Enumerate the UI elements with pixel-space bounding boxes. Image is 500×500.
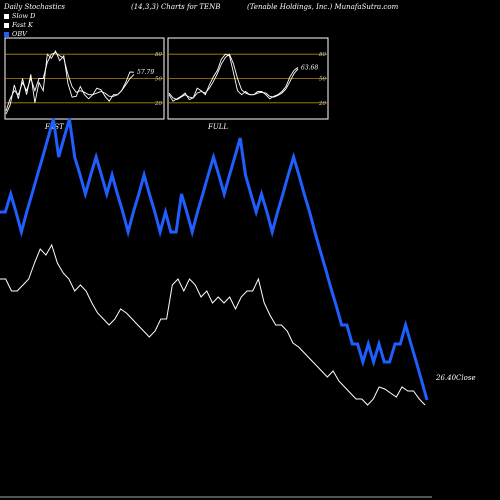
legend-item-obv: OBV [4,30,27,38]
legend-swatch [4,22,9,28]
y-tick-label: 50 [155,77,162,83]
legend-swatch [4,13,9,19]
chart-title: Daily Stochastics [4,3,66,11]
close-value-label: 26.40Close [435,374,476,382]
fast-k-line [5,49,135,115]
legend-label: Fast K [12,21,33,29]
close-price-line [0,243,426,406]
fast-k-line [168,53,299,102]
main-chart: 26.40Close [0,118,476,498]
y-tick-label: 80 [155,52,162,58]
slow-d-line [168,53,299,101]
y-tick-label: 50 [319,77,326,83]
company-name: (Tenable Holdings, Inc.) MunafaSutra.com [247,3,399,11]
last-value-label: 63.68 [301,64,318,71]
slow-d-line [5,52,135,112]
obv-line [0,118,429,401]
legend-label: OBV [12,30,27,38]
chart-subtitle: (14,3,3) Charts for TENB [131,3,221,11]
legend-item-slow-d: Slow D [4,12,35,20]
last-value-label: 57.79 [137,69,154,76]
legend-label: Slow D [12,12,36,20]
legend-item-fast-k: Fast K [4,21,33,29]
y-tick-label: 80 [319,52,326,58]
legend-swatch [4,31,9,37]
y-tick-label: 20 [154,101,162,107]
panel-title: FULL [207,123,228,131]
y-tick-label: 20 [318,101,326,107]
